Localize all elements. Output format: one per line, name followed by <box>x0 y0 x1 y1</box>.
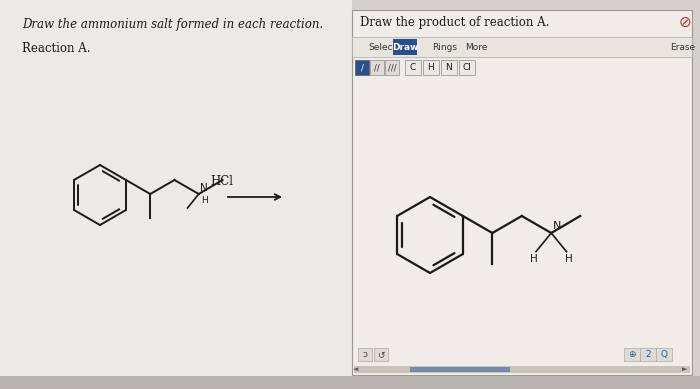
Text: ///: /// <box>388 63 396 72</box>
Text: HCl: HCl <box>211 175 234 188</box>
Text: H: H <box>428 63 435 72</box>
Text: C: C <box>410 63 416 72</box>
Bar <box>441 60 457 75</box>
Text: /: / <box>360 63 363 72</box>
Text: N: N <box>446 63 452 72</box>
Bar <box>354 366 690 373</box>
Text: ⊘: ⊘ <box>678 14 692 30</box>
Bar <box>370 60 384 75</box>
Text: Draw the product of reaction A.: Draw the product of reaction A. <box>360 16 550 28</box>
Bar <box>459 60 475 75</box>
Text: H: H <box>201 196 207 205</box>
Bar <box>423 60 439 75</box>
Bar <box>385 60 399 75</box>
Bar <box>355 60 369 75</box>
Text: H: H <box>530 254 538 264</box>
Bar <box>624 348 640 361</box>
Text: H: H <box>565 254 573 264</box>
Text: ⊕: ⊕ <box>629 350 636 359</box>
Text: 2: 2 <box>645 350 651 359</box>
Bar <box>393 39 417 55</box>
Text: Cl: Cl <box>463 63 471 72</box>
Bar <box>405 60 421 75</box>
Bar <box>358 348 372 361</box>
Bar <box>656 348 672 361</box>
Text: Reaction A.: Reaction A. <box>22 42 90 55</box>
Text: Draw: Draw <box>392 42 419 51</box>
Bar <box>352 37 692 57</box>
Bar <box>640 348 656 361</box>
Text: ↺: ↺ <box>377 350 385 359</box>
Bar <box>0 0 352 389</box>
Bar <box>352 10 692 375</box>
Text: Select: Select <box>368 42 396 51</box>
Text: ↄ: ↄ <box>363 350 368 359</box>
Bar <box>0 376 700 389</box>
Text: Q: Q <box>661 350 668 359</box>
Bar <box>374 348 388 361</box>
Text: //: // <box>374 63 380 72</box>
Text: Draw the ammonium salt formed in each reaction.: Draw the ammonium salt formed in each re… <box>22 18 323 31</box>
Text: N: N <box>199 183 207 193</box>
Text: ◄: ◄ <box>354 366 358 373</box>
Bar <box>410 367 510 372</box>
Text: More: More <box>465 42 487 51</box>
Text: Erase: Erase <box>670 42 695 51</box>
Text: ►: ► <box>682 366 687 373</box>
Text: Rings: Rings <box>432 42 457 51</box>
Text: N: N <box>553 221 561 231</box>
